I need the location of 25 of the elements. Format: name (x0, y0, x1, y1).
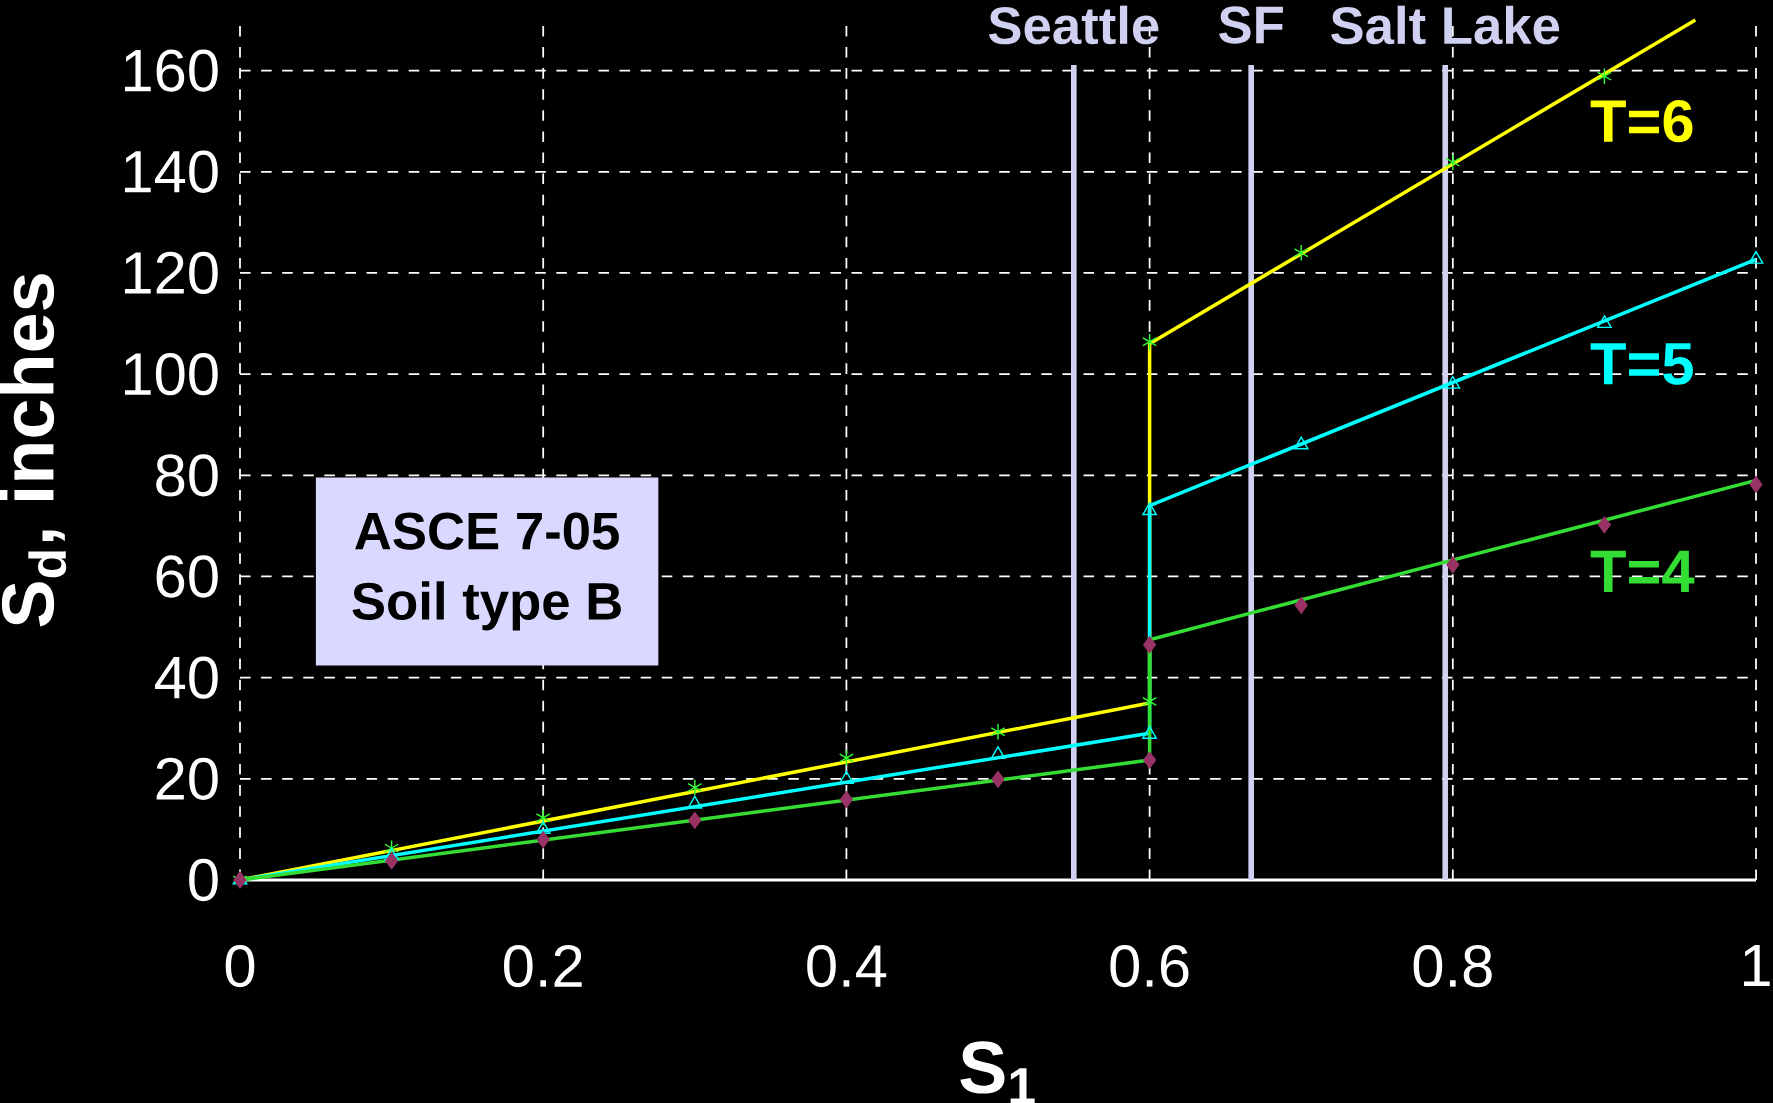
ref-line-label: Salt Lake (1331, 5, 1560, 45)
annotation: ASCE 7-05 (355, 512, 619, 550)
y-tick-label: 80 (156, 454, 218, 497)
y-tick-label: 100 (124, 352, 218, 396)
x-tick-label: 1 (1743, 944, 1770, 987)
y-tick-label: 60 (156, 555, 218, 598)
y-tick-label: 20 (156, 757, 218, 800)
x-tick-label: 0.6 (1110, 944, 1189, 988)
y-tick-label: 140 (124, 150, 218, 193)
y-tick-label: 160 (124, 49, 218, 92)
annotation: Soil type B (352, 581, 621, 631)
series-label: T=4 (1590, 550, 1695, 592)
x-tick-label: 0.8 (1413, 944, 1492, 988)
ref-line-label: Seattle (988, 5, 1159, 45)
y-tick-label: 40 (155, 656, 218, 699)
x-tick-label: 0.2 (503, 944, 582, 988)
series-label: T=5 (1590, 343, 1693, 385)
series-label: T=6 (1590, 100, 1693, 143)
x-tick-label: 0 (225, 944, 255, 988)
y-axis-title: S$_{d}$, inches (0, 274, 67, 627)
x-axis-title: S$_{1}$ (960, 1041, 1035, 1103)
ref-line-label: SF (1219, 6, 1283, 44)
x-tick-label: 0.4 (807, 944, 887, 988)
y-tick-label: 120 (124, 251, 218, 295)
y-tick-label: 0 (189, 858, 218, 902)
